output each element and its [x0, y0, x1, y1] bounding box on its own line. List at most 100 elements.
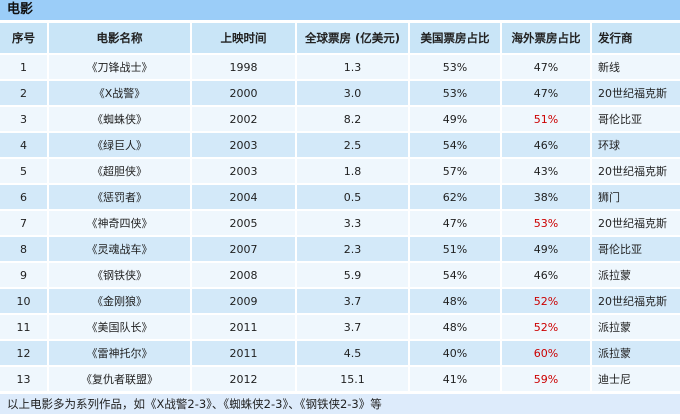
table-row: 7 《神奇四侠》 2005 3.3 47% 53% 20世纪福克斯 [0, 211, 680, 237]
cell-name: 《绿巨人》 [49, 133, 192, 159]
cell-us_share: 41% [410, 367, 502, 393]
footer-note-text: 以上电影多为系列作品，如《X战警2-3》、《蜘蛛侠2-3》、《钢铁侠2-3》等 [7, 397, 382, 411]
section-title-label: 电影 [7, 2, 34, 17]
table-row: 1 《刀锋战士》 1998 1.3 53% 47% 新线 [0, 55, 680, 81]
table-row: 3 《蜘蛛侠》 2002 8.2 49% 51% 哥伦比亚 [0, 107, 680, 133]
cell-overseas_share: 59% [502, 367, 592, 393]
table-row: 8 《灵魂战车》 2007 2.3 51% 49% 哥伦比亚 [0, 237, 680, 263]
cell-name: 《雷神托尔》 [49, 341, 192, 367]
movie-table-header: 序号 电影名称 上映时间 全球票房 (亿美元) 美国票房占比 海外票房占比 发行商 [0, 23, 680, 55]
cell-year: 2007 [192, 237, 297, 263]
cell-us_share: 54% [410, 133, 502, 159]
cell-overseas_share: 46% [502, 263, 592, 289]
cell-year: 2009 [192, 289, 297, 315]
cell-distributor: 20世纪福克斯 [592, 159, 680, 185]
cell-us_share: 53% [410, 55, 502, 81]
table-row: 2 《X战警》 2000 3.0 53% 47% 20世纪福克斯 [0, 81, 680, 107]
cell-distributor: 迪士尼 [592, 367, 680, 393]
column-header-global_box_office: 全球票房 (亿美元) [297, 23, 410, 55]
cell-index: 2 [0, 81, 49, 107]
cell-name: 《刀锋战士》 [49, 55, 192, 81]
cell-us_share: 47% [410, 211, 502, 237]
cell-overseas_share: 52% [502, 289, 592, 315]
cell-distributor: 哥伦比亚 [592, 107, 680, 133]
cell-us_share: 54% [410, 263, 502, 289]
cell-name: 《超胆侠》 [49, 159, 192, 185]
cell-overseas_share: 43% [502, 159, 592, 185]
cell-global_box_office: 15.1 [297, 367, 410, 393]
cell-index: 3 [0, 107, 49, 133]
cell-year: 1998 [192, 55, 297, 81]
cell-year: 2012 [192, 367, 297, 393]
cell-name: 《复仇者联盟》 [49, 367, 192, 393]
cell-year: 2004 [192, 185, 297, 211]
cell-year: 2008 [192, 263, 297, 289]
cell-name: 《美国队长》 [49, 315, 192, 341]
cell-overseas_share: 46% [502, 133, 592, 159]
cell-global_box_office: 5.9 [297, 263, 410, 289]
cell-global_box_office: 3.7 [297, 289, 410, 315]
column-header-index: 序号 [0, 23, 49, 55]
cell-us_share: 57% [410, 159, 502, 185]
cell-global_box_office: 1.8 [297, 159, 410, 185]
cell-index: 13 [0, 367, 49, 393]
cell-global_box_office: 8.2 [297, 107, 410, 133]
cell-distributor: 派拉蒙 [592, 263, 680, 289]
cell-us_share: 48% [410, 289, 502, 315]
cell-global_box_office: 3.3 [297, 211, 410, 237]
section-title: 电影 [0, 0, 680, 20]
table-row: 6 《惩罚者》 2004 0.5 62% 38% 狮门 [0, 185, 680, 211]
cell-year: 2003 [192, 159, 297, 185]
cell-overseas_share: 38% [502, 185, 592, 211]
cell-overseas_share: 53% [502, 211, 592, 237]
movie-table-body: 1 《刀锋战士》 1998 1.3 53% 47% 新线 2 《X战警》 2000 3.0 53% 47… [0, 55, 680, 393]
column-header-name: 电影名称 [49, 23, 192, 55]
cell-global_box_office: 2.3 [297, 237, 410, 263]
cell-distributor: 环球 [592, 133, 680, 159]
column-header-year: 上映时间 [192, 23, 297, 55]
cell-us_share: 40% [410, 341, 502, 367]
cell-overseas_share: 52% [502, 315, 592, 341]
column-header-overseas_share: 海外票房占比 [502, 23, 592, 55]
movie-table: 序号 电影名称 上映时间 全球票房 (亿美元) 美国票房占比 海外票房占比 发行商 1 《刀锋… [0, 23, 680, 393]
cell-distributor: 新线 [592, 55, 680, 81]
cell-us_share: 51% [410, 237, 502, 263]
cell-global_box_office: 3.7 [297, 315, 410, 341]
cell-us_share: 53% [410, 81, 502, 107]
cell-name: 《灵魂战车》 [49, 237, 192, 263]
cell-name: 《蜘蛛侠》 [49, 107, 192, 133]
cell-overseas_share: 49% [502, 237, 592, 263]
cell-overseas_share: 47% [502, 81, 592, 107]
cell-distributor: 20世纪福克斯 [592, 289, 680, 315]
cell-distributor: 狮门 [592, 185, 680, 211]
header-row: 序号 电影名称 上映时间 全球票房 (亿美元) 美国票房占比 海外票房占比 发行商 [0, 23, 680, 55]
column-header-distributor: 发行商 [592, 23, 680, 55]
cell-index: 11 [0, 315, 49, 341]
cell-index: 7 [0, 211, 49, 237]
column-header-us_share: 美国票房占比 [410, 23, 502, 55]
cell-overseas_share: 47% [502, 55, 592, 81]
cell-year: 2000 [192, 81, 297, 107]
table-row: 13 《复仇者联盟》 2012 15.1 41% 59% 迪士尼 [0, 367, 680, 393]
cell-distributor: 哥伦比亚 [592, 237, 680, 263]
cell-name: 《X战警》 [49, 81, 192, 107]
table-row: 5 《超胆侠》 2003 1.8 57% 43% 20世纪福克斯 [0, 159, 680, 185]
cell-global_box_office: 2.5 [297, 133, 410, 159]
cell-us_share: 48% [410, 315, 502, 341]
cell-year: 2011 [192, 315, 297, 341]
cell-global_box_office: 3.0 [297, 81, 410, 107]
table-row: 11 《美国队长》 2011 3.7 48% 52% 派拉蒙 [0, 315, 680, 341]
table-row: 10 《金刚狼》 2009 3.7 48% 52% 20世纪福克斯 [0, 289, 680, 315]
cell-name: 《钢铁侠》 [49, 263, 192, 289]
cell-index: 8 [0, 237, 49, 263]
cell-index: 5 [0, 159, 49, 185]
cell-name: 《神奇四侠》 [49, 211, 192, 237]
cell-global_box_office: 0.5 [297, 185, 410, 211]
cell-index: 10 [0, 289, 49, 315]
cell-index: 4 [0, 133, 49, 159]
cell-year: 2003 [192, 133, 297, 159]
cell-global_box_office: 4.5 [297, 341, 410, 367]
cell-distributor: 20世纪福克斯 [592, 81, 680, 107]
table-row: 9 《钢铁侠》 2008 5.9 54% 46% 派拉蒙 [0, 263, 680, 289]
cell-global_box_office: 1.3 [297, 55, 410, 81]
